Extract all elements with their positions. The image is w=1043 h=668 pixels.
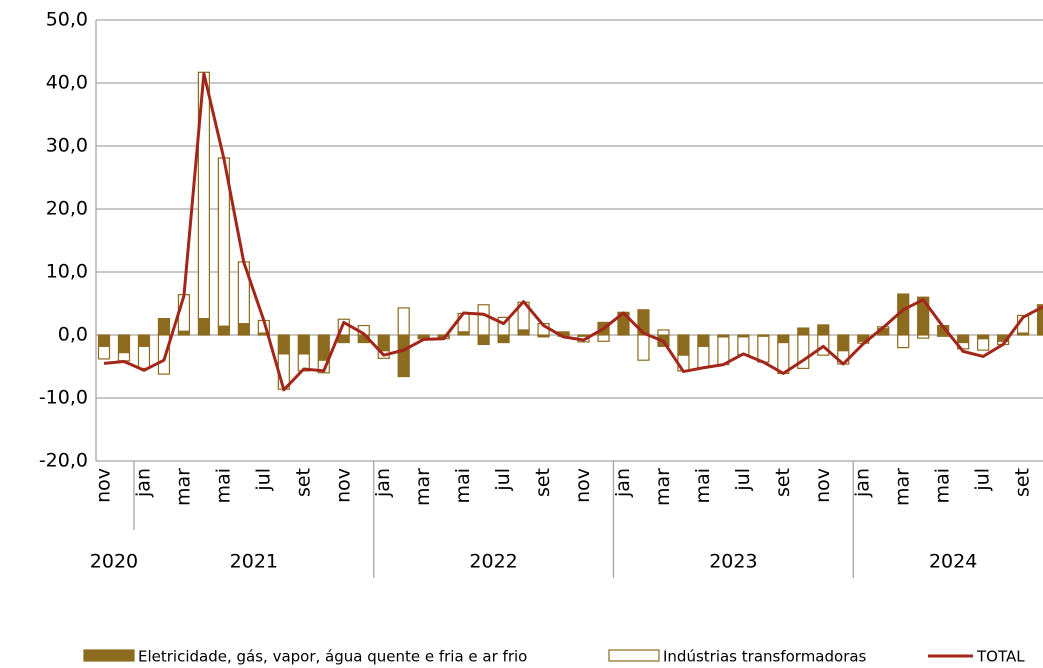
bar bbox=[1036, 304, 1043, 336]
bar bbox=[737, 336, 750, 356]
x-tick-label: mai bbox=[692, 468, 714, 503]
bar bbox=[317, 334, 330, 361]
bar bbox=[977, 338, 990, 351]
x-tick-label: mai bbox=[452, 468, 474, 503]
bar bbox=[397, 307, 410, 336]
bar bbox=[157, 318, 171, 336]
bar bbox=[137, 345, 151, 369]
bar bbox=[337, 334, 350, 344]
bar bbox=[377, 334, 390, 352]
bar bbox=[137, 334, 151, 347]
legend-swatch bbox=[608, 649, 660, 662]
x-tick-label: jul bbox=[492, 468, 514, 492]
legend-label: Eletricidade, gás, vapor, água quente e … bbox=[138, 648, 527, 666]
x-tick-label: mai bbox=[932, 468, 954, 503]
bar bbox=[797, 334, 810, 369]
bar bbox=[397, 334, 410, 378]
bar bbox=[597, 334, 610, 342]
bar bbox=[97, 334, 111, 347]
bar bbox=[777, 334, 790, 344]
x-tick-label: jan bbox=[372, 468, 394, 498]
bar bbox=[937, 334, 950, 337]
year-label: 2023 bbox=[709, 551, 757, 573]
x-tick-label: set bbox=[532, 468, 554, 497]
bar bbox=[497, 334, 510, 344]
y-tick-label: -10,0 bbox=[39, 387, 88, 409]
bar bbox=[477, 334, 490, 346]
x-tick-label: jul bbox=[732, 468, 754, 492]
bar bbox=[117, 334, 131, 354]
bar bbox=[817, 324, 830, 336]
bar bbox=[517, 329, 530, 336]
bar bbox=[477, 304, 490, 336]
bar bbox=[157, 334, 171, 375]
x-tick-label: jan bbox=[132, 468, 154, 498]
line bbox=[103, 72, 1043, 392]
bar bbox=[757, 335, 770, 363]
bar bbox=[637, 334, 650, 361]
x-tick-label: set bbox=[772, 468, 794, 497]
y-tick-label: 50,0 bbox=[46, 9, 88, 31]
x-tick-label: mar bbox=[892, 468, 914, 506]
legend-label: Indústrias transformadoras bbox=[663, 648, 867, 666]
legend-label: TOTAL bbox=[976, 648, 1025, 666]
x-tick-label: jul bbox=[972, 468, 994, 492]
bar bbox=[97, 345, 111, 360]
x-tick-label: mai bbox=[212, 468, 234, 503]
x-tick-label: mar bbox=[652, 468, 674, 506]
y-tick-label: 30,0 bbox=[46, 135, 88, 157]
x-tick-label: jul bbox=[252, 468, 274, 492]
bar bbox=[657, 329, 670, 336]
bar bbox=[697, 345, 710, 369]
x-tick-label: nov bbox=[812, 468, 834, 503]
x-tick-label: set bbox=[292, 468, 314, 497]
bar bbox=[317, 359, 330, 374]
x-tick-label: nov bbox=[572, 468, 594, 503]
x-tick-label: mar bbox=[172, 468, 194, 506]
legend-swatch bbox=[83, 649, 135, 662]
x-tick-label: set bbox=[1012, 468, 1034, 497]
bar bbox=[717, 336, 730, 366]
bar bbox=[237, 323, 250, 336]
x-tick-label: jan bbox=[852, 468, 874, 498]
y-tick-label: 40,0 bbox=[46, 72, 88, 94]
year-label: 2020 bbox=[90, 551, 138, 573]
bar bbox=[217, 325, 230, 336]
y-tick-label: 10,0 bbox=[46, 261, 88, 283]
bar bbox=[917, 334, 930, 339]
bar bbox=[197, 318, 210, 336]
bar bbox=[837, 334, 850, 352]
year-label: 2024 bbox=[929, 551, 977, 573]
bar bbox=[697, 334, 710, 347]
y-tick-label: 20,0 bbox=[46, 198, 88, 220]
plot bbox=[97, 71, 1043, 392]
year-label: 2021 bbox=[230, 551, 278, 573]
bar bbox=[497, 316, 510, 336]
year-label: 2022 bbox=[469, 551, 517, 573]
bar bbox=[277, 334, 290, 355]
bar bbox=[897, 334, 910, 349]
y-tick-label: -20,0 bbox=[39, 450, 88, 472]
x-tick-label: nov bbox=[332, 468, 354, 503]
x-tick-label: nov bbox=[93, 468, 115, 503]
bar bbox=[677, 334, 690, 356]
x-tick-label: jan bbox=[612, 468, 634, 498]
y-tick-label: 0,0 bbox=[58, 324, 88, 346]
bar bbox=[777, 341, 790, 375]
bar bbox=[797, 327, 810, 336]
x-tick-label: mar bbox=[412, 468, 434, 506]
bar bbox=[117, 352, 131, 362]
bar bbox=[297, 334, 310, 355]
bar bbox=[957, 334, 970, 344]
